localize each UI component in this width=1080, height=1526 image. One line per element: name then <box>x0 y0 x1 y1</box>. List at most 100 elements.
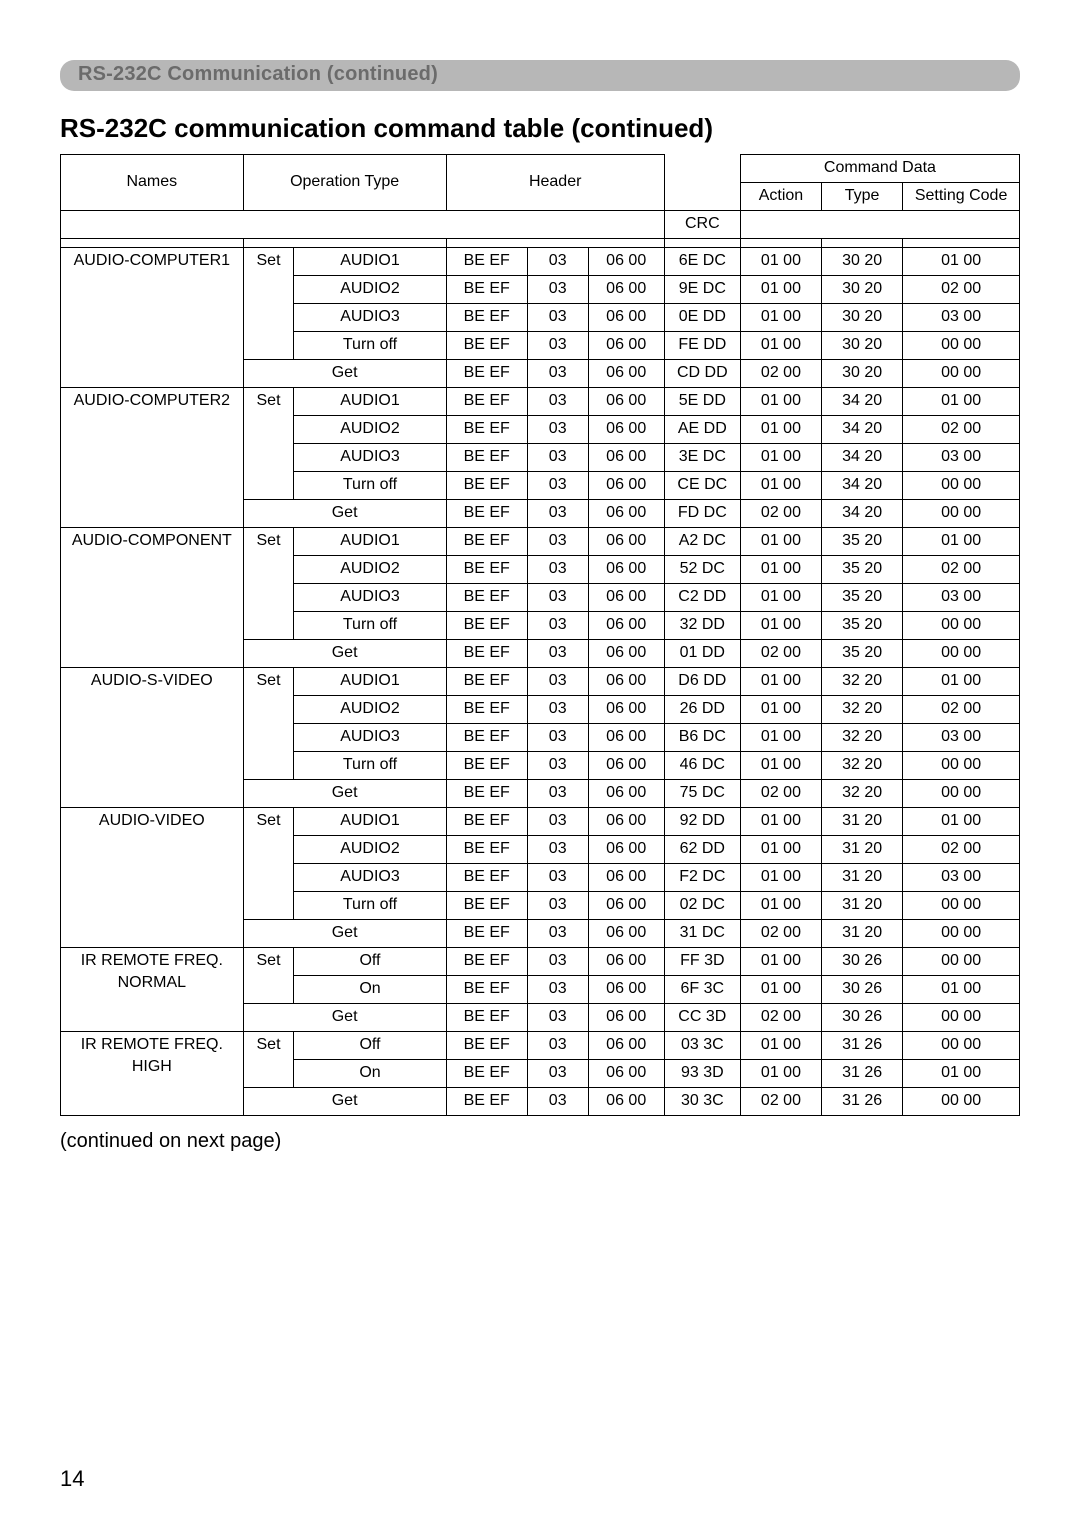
get-cell: Get <box>243 1004 446 1032</box>
type-cell: 30 20 <box>822 360 903 388</box>
name-cell: AUDIO-VIDEO <box>61 808 244 948</box>
setting-cell: 00 00 <box>903 640 1020 668</box>
th-command-data: Command Data <box>740 155 1019 183</box>
th-type: Type <box>822 183 903 211</box>
setting-cell: 01 00 <box>903 248 1020 276</box>
crc-cell: 01 DD <box>664 640 740 668</box>
crc-cell: 32 DD <box>664 612 740 640</box>
value-cell: AUDIO3 <box>294 724 446 752</box>
action-cell: 01 00 <box>740 612 821 640</box>
type-cell: 30 20 <box>822 248 903 276</box>
type-cell: 31 26 <box>822 1088 903 1116</box>
h3-cell: 06 00 <box>588 500 664 528</box>
h3-cell: 06 00 <box>588 1004 664 1032</box>
setting-cell: 00 00 <box>903 360 1020 388</box>
setting-cell: 01 00 <box>903 388 1020 416</box>
action-cell: 01 00 <box>740 752 821 780</box>
h2-cell: 03 <box>527 444 588 472</box>
h2-cell: 03 <box>527 864 588 892</box>
value-cell: Turn off <box>294 752 446 780</box>
h3-cell: 06 00 <box>588 1060 664 1088</box>
h3-cell: 06 00 <box>588 976 664 1004</box>
table-row: AUDIO-COMPONENTSetAUDIO1BE EF0306 00A2 D… <box>61 528 1020 556</box>
action-cell: 01 00 <box>740 472 821 500</box>
h2-cell: 03 <box>527 1060 588 1088</box>
type-cell: 35 20 <box>822 612 903 640</box>
h2-cell: 03 <box>527 1032 588 1060</box>
crc-cell: 02 DC <box>664 892 740 920</box>
crc-cell: F2 DC <box>664 864 740 892</box>
crc-cell: CD DD <box>664 360 740 388</box>
h2-cell: 03 <box>527 920 588 948</box>
value-cell: On <box>294 1060 446 1088</box>
action-cell: 02 00 <box>740 640 821 668</box>
value-cell: Turn off <box>294 332 446 360</box>
action-cell: 01 00 <box>740 556 821 584</box>
action-cell: 01 00 <box>740 864 821 892</box>
action-cell: 01 00 <box>740 1032 821 1060</box>
value-cell: AUDIO1 <box>294 388 446 416</box>
value-cell: AUDIO1 <box>294 668 446 696</box>
h1-cell: BE EF <box>446 1060 527 1088</box>
setting-cell: 00 00 <box>903 920 1020 948</box>
type-cell: 31 20 <box>822 892 903 920</box>
h2-cell: 03 <box>527 948 588 976</box>
crc-cell: FE DD <box>664 332 740 360</box>
crc-cell: 30 3C <box>664 1088 740 1116</box>
h3-cell: 06 00 <box>588 780 664 808</box>
setting-cell: 03 00 <box>903 304 1020 332</box>
th-blank2 <box>740 211 1019 239</box>
h1-cell: BE EF <box>446 416 527 444</box>
h3-cell: 06 00 <box>588 864 664 892</box>
action-cell: 02 00 <box>740 500 821 528</box>
h2-cell: 03 <box>527 332 588 360</box>
h1-cell: BE EF <box>446 304 527 332</box>
setting-cell: 01 00 <box>903 976 1020 1004</box>
crc-cell: 46 DC <box>664 752 740 780</box>
table-row: AUDIO-COMPUTER1SetAUDIO1BE EF0306 006E D… <box>61 248 1020 276</box>
h3-cell: 06 00 <box>588 892 664 920</box>
h1-cell: BE EF <box>446 248 527 276</box>
h3-cell: 06 00 <box>588 920 664 948</box>
h2-cell: 03 <box>527 1004 588 1032</box>
crc-cell: B6 DC <box>664 724 740 752</box>
page-title: RS-232C communication command table (con… <box>60 113 1020 144</box>
command-table: Names Operation Type Header Command Data… <box>60 154 1020 1116</box>
th-crc: CRC <box>664 211 740 239</box>
setting-cell: 00 00 <box>903 948 1020 976</box>
setting-cell: 01 00 <box>903 668 1020 696</box>
table-row: IR REMOTE FREQ.NORMALSetOffBE EF0306 00F… <box>61 948 1020 976</box>
h1-cell: BE EF <box>446 864 527 892</box>
type-cell: 30 20 <box>822 304 903 332</box>
action-cell: 01 00 <box>740 276 821 304</box>
h1-cell: BE EF <box>446 948 527 976</box>
h1-cell: BE EF <box>446 444 527 472</box>
type-cell: 34 20 <box>822 416 903 444</box>
crc-cell: 62 DD <box>664 836 740 864</box>
h2-cell: 03 <box>527 1088 588 1116</box>
h1-cell: BE EF <box>446 724 527 752</box>
type-cell: 31 20 <box>822 864 903 892</box>
type-cell: 35 20 <box>822 640 903 668</box>
h1-cell: BE EF <box>446 780 527 808</box>
crc-cell: 3E DC <box>664 444 740 472</box>
h3-cell: 06 00 <box>588 696 664 724</box>
h3-cell: 06 00 <box>588 556 664 584</box>
setting-cell: 02 00 <box>903 276 1020 304</box>
crc-cell: 0E DD <box>664 304 740 332</box>
get-cell: Get <box>243 640 446 668</box>
crc-cell: D6 DD <box>664 668 740 696</box>
h2-cell: 03 <box>527 472 588 500</box>
h1-cell: BE EF <box>446 528 527 556</box>
name-cell: AUDIO-S-VIDEO <box>61 668 244 808</box>
table-body: AUDIO-COMPUTER1SetAUDIO1BE EF0306 006E D… <box>61 239 1020 1116</box>
set-cell: Set <box>243 1032 294 1088</box>
setting-cell: 03 00 <box>903 444 1020 472</box>
h1-cell: BE EF <box>446 360 527 388</box>
h1-cell: BE EF <box>446 752 527 780</box>
value-cell: AUDIO2 <box>294 416 446 444</box>
action-cell: 02 00 <box>740 360 821 388</box>
setting-cell: 00 00 <box>903 892 1020 920</box>
h3-cell: 06 00 <box>588 304 664 332</box>
type-cell: 31 20 <box>822 836 903 864</box>
